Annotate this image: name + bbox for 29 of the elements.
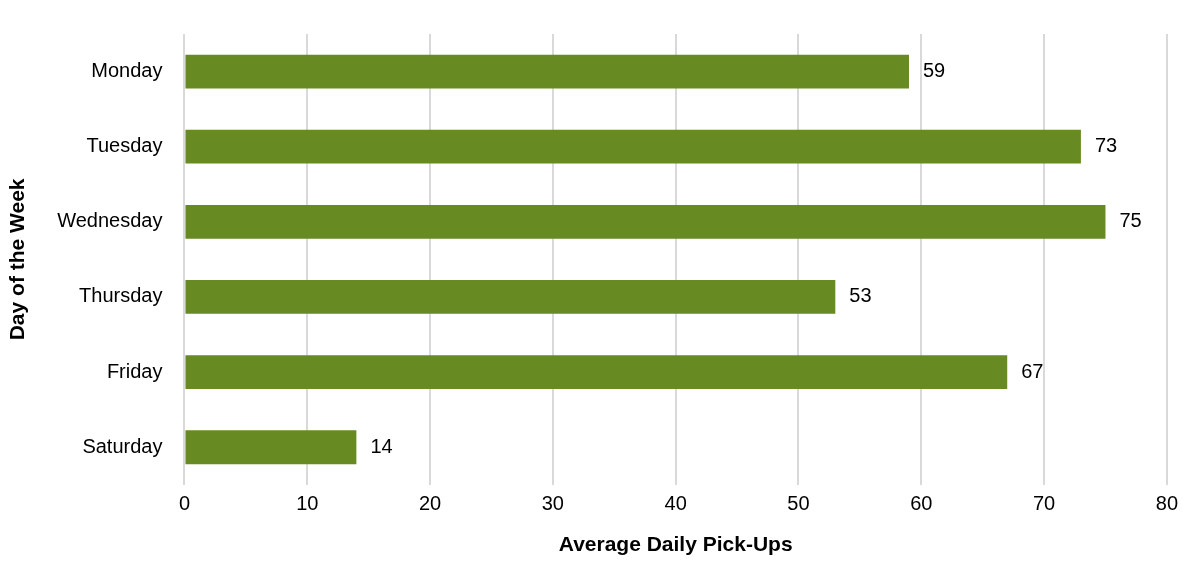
x-axis-title: Average Daily Pick-Ups: [558, 532, 793, 556]
x-tick-label: 60: [910, 492, 933, 515]
x-tick-label: 0: [178, 492, 191, 515]
data-label: 67: [1021, 359, 1044, 382]
bar: [185, 54, 909, 89]
x-tick-label: 10: [296, 492, 319, 515]
x-tick-label: 70: [1032, 492, 1056, 515]
x-tick-label: 40: [664, 492, 687, 515]
y-tick-label: Tuesday: [86, 134, 163, 157]
bar: [185, 280, 836, 314]
bar: [185, 204, 1106, 239]
y-tick-label: Wednesday: [57, 209, 163, 232]
y-tick-label: Friday: [106, 359, 163, 382]
x-tick-label: 50: [787, 492, 810, 515]
data-label: 73: [1094, 134, 1118, 157]
y-tick-label: Saturday: [82, 434, 163, 457]
y-tick-label: Monday: [91, 59, 163, 82]
data-label: 14: [370, 434, 393, 457]
x-tick-label: 80: [1155, 492, 1178, 515]
data-label: 53: [849, 284, 872, 307]
bar: [185, 129, 1081, 164]
data-label: 59: [922, 59, 946, 82]
x-tick-label: 30: [541, 492, 564, 515]
y-tick-label: Thursday: [79, 284, 163, 307]
y-axis-title: Day of the Week: [5, 178, 29, 341]
x-tick-label: 20: [418, 492, 442, 515]
bar: [185, 355, 1008, 390]
data-label: 75: [1119, 209, 1142, 232]
bar: [185, 430, 357, 465]
